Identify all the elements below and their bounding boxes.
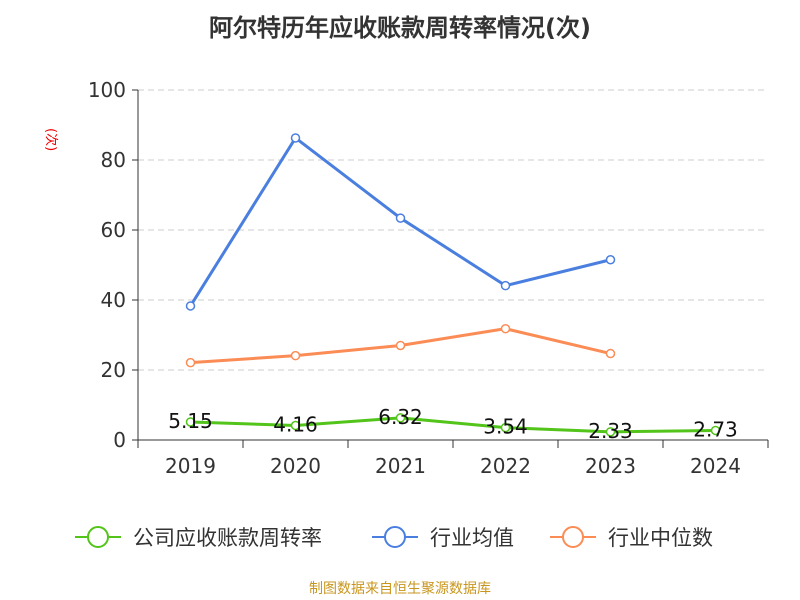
source-note: 制图数据来自恒生聚源数据库: [309, 581, 491, 597]
data-label: 6.32: [378, 405, 423, 429]
x-tick-label: 2022: [480, 454, 531, 478]
data-point: [290, 350, 301, 361]
legend-label: 行业均值: [430, 526, 514, 550]
data-point: [395, 413, 406, 423]
x-tick-label: 2024: [690, 454, 741, 478]
data-label: 5.15: [168, 409, 213, 433]
data-point: [605, 427, 616, 437]
data-point: [395, 213, 406, 223]
chart-title: 阿尔特历年应收账款周转率情况(次): [209, 14, 591, 42]
y-tick-label: 100: [88, 78, 126, 102]
data-point: [605, 255, 616, 265]
series-line-0: [190, 416, 716, 434]
data-point: [710, 425, 721, 436]
data-label: 2.73: [693, 417, 738, 441]
x-tick-label: 2019: [165, 454, 216, 478]
data-point: [290, 133, 301, 143]
data-label: 3.54: [483, 415, 528, 439]
legend-label: 公司应收账款周转率: [133, 526, 322, 550]
data-point: [500, 422, 511, 433]
legend-marker: [562, 526, 584, 548]
data-point: [605, 348, 616, 359]
data-point: [185, 301, 196, 311]
legend-marker: [384, 526, 406, 548]
data-point: [185, 357, 196, 368]
y-tick-label: 80: [101, 148, 126, 172]
data-label: 2.33: [588, 419, 633, 443]
x-tick-label: 2020: [270, 454, 321, 478]
x-tick-label: 2021: [375, 454, 426, 478]
data-label: 4.16: [273, 412, 318, 436]
legend-label: 行业中位数: [608, 526, 713, 550]
data-point: [185, 417, 196, 427]
y-tick-label: 40: [101, 288, 126, 312]
data-point: [395, 340, 406, 351]
y-tick-label: 60: [101, 218, 126, 242]
data-point: [500, 323, 511, 334]
legend-marker: [87, 526, 109, 548]
data-point: [290, 420, 301, 431]
data-point: [500, 280, 511, 291]
y-tick-label: 20: [101, 358, 126, 382]
y-tick-label: 0: [113, 428, 126, 452]
x-tick-label: 2023: [585, 454, 636, 478]
